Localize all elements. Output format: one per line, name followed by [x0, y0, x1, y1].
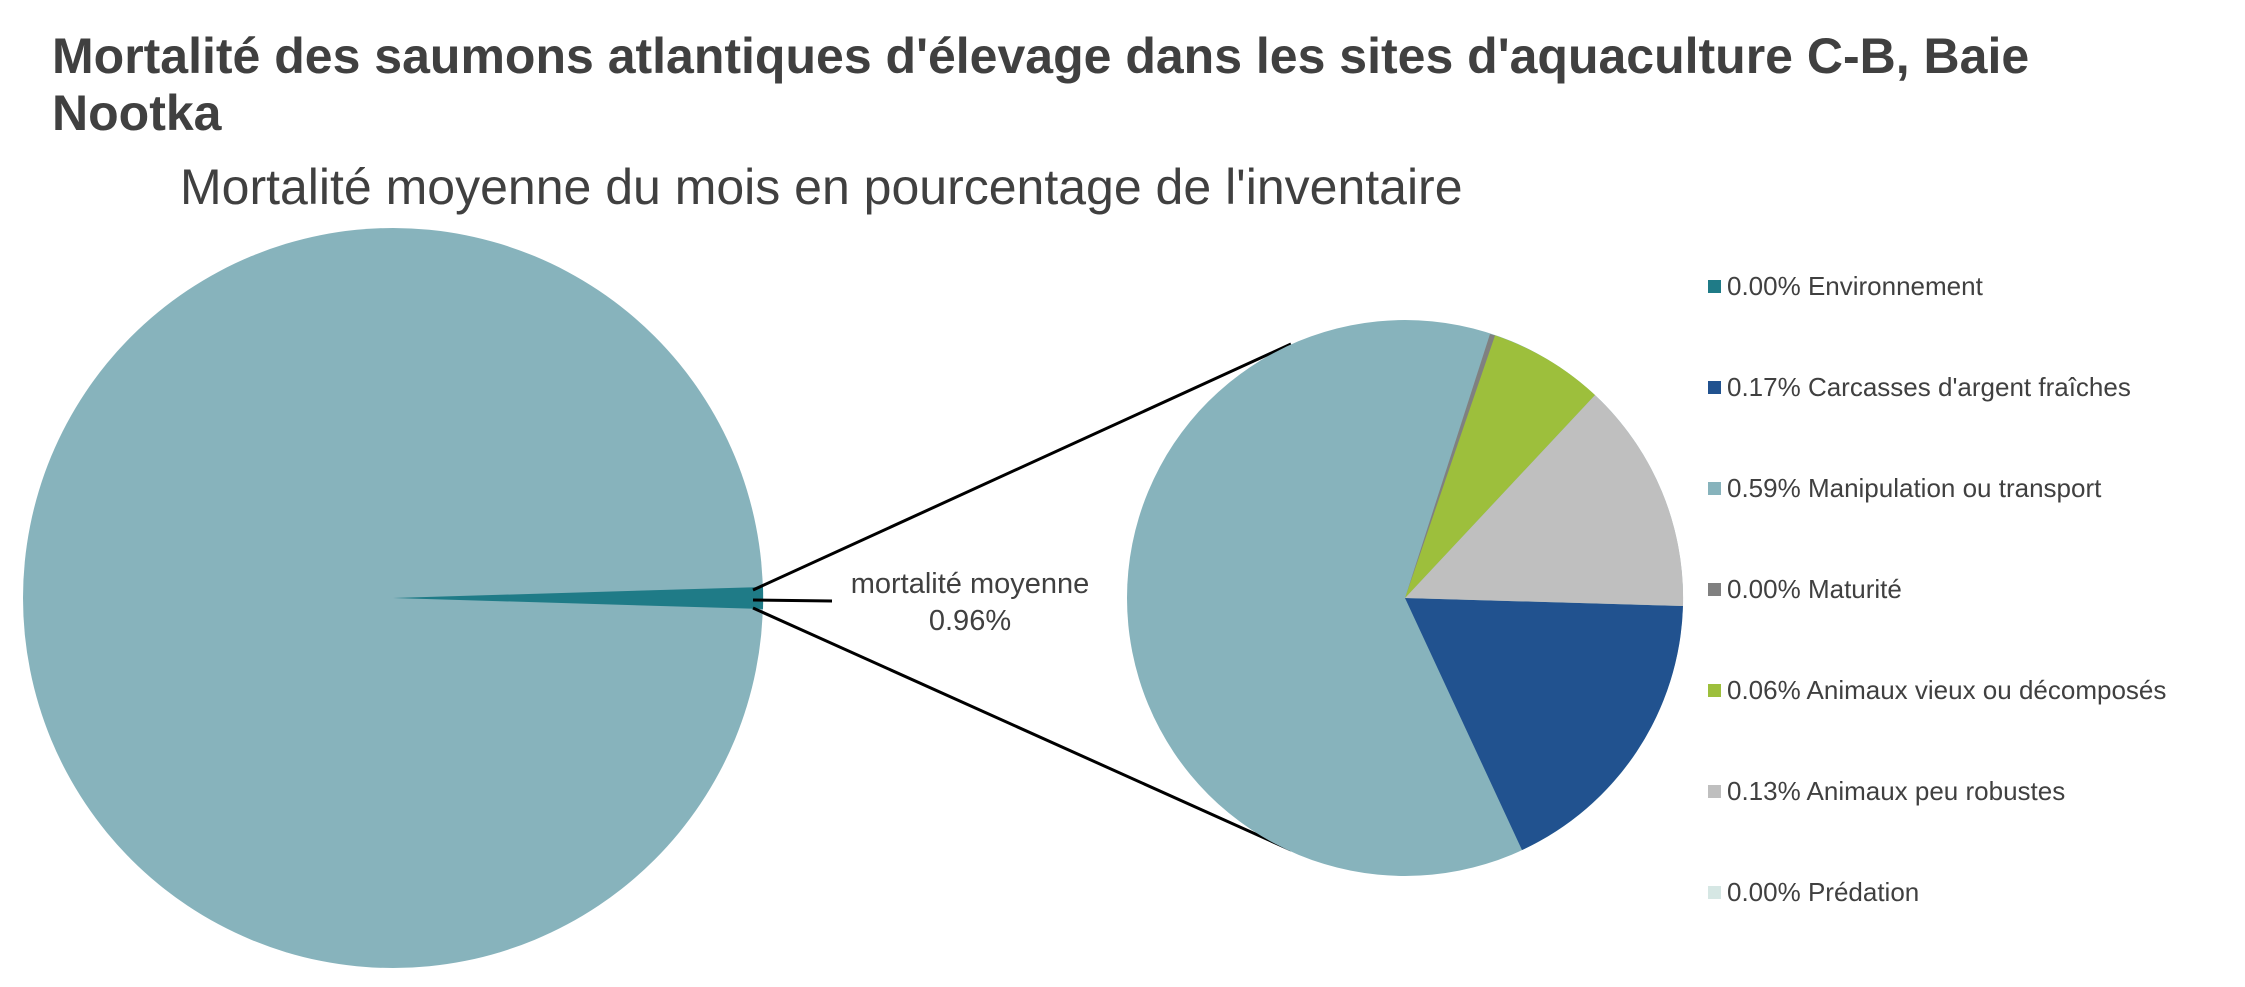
legend-label: 0.00% Environnement: [1727, 270, 1983, 301]
secondary-pie-slice-peu-robustes: [1405, 395, 1684, 606]
legend-label: 0.17% Carcasses d'argent fraîches: [1727, 371, 2131, 402]
legend-swatch-icon: [1708, 582, 1721, 596]
connector-lines: [752, 342, 1292, 852]
chart-subtitle: Mortalité moyenne du mois en pourcentage…: [180, 159, 1463, 215]
legend-swatch-icon: [1708, 481, 1721, 495]
callout-label: mortalité moyenne: [850, 568, 1090, 600]
primary-pie: [23, 228, 764, 968]
legend-item-vieux: 0.06% Animaux vieux ou décomposés: [1708, 672, 2166, 708]
secondary-pie-slice-maturite: [1405, 334, 1495, 598]
callout-value: 0.96%: [928, 605, 1012, 637]
legend-item-maturite: 0.00% Maturité: [1708, 571, 1902, 607]
legend-label: 0.00% Prédation: [1727, 876, 1920, 907]
legend-label: 0.06% Animaux vieux ou décomposés: [1727, 674, 2167, 705]
secondary-pie-slice-vieux: [1405, 335, 1595, 598]
legend-swatch-icon: [1708, 885, 1721, 899]
legend-item-peu-robustes: 0.13% Animaux peu robustes: [1708, 773, 2065, 809]
legend-swatch-icon: [1708, 279, 1721, 293]
secondary-pie-slice-carcasses: [1405, 598, 1683, 850]
legend-item-carcasses: 0.17% Carcasses d'argent fraîches: [1708, 369, 2131, 405]
chart-title: Mortalité des saumons atlantiques d'élev…: [52, 28, 2030, 141]
callout-leader-line: [752, 598, 833, 603]
legend-swatch-icon: [1708, 683, 1721, 697]
legend-label: 0.59% Manipulation ou transport: [1727, 472, 2102, 503]
secondary-pie: [1127, 320, 1684, 876]
legend-item-manipulation: 0.59% Manipulation ou transport: [1708, 470, 2101, 506]
legend-item-environnement: 0.00% Environnement: [1708, 268, 1983, 304]
legend-swatch-icon: [1708, 784, 1721, 798]
legend-item-predation: 0.00% Prédation: [1708, 874, 1919, 910]
legend-label: 0.13% Animaux peu robustes: [1727, 775, 2066, 806]
legend-label: 0.00% Maturité: [1727, 573, 1902, 604]
connector-line-top: [752, 342, 1292, 592]
primary-pie-slice-mortality: [393, 587, 764, 609]
connector-line-bottom: [752, 606, 1292, 852]
legend-swatch-icon: [1708, 380, 1721, 394]
mortality-callout: mortalité moyenne 0.96%: [830, 566, 1110, 640]
